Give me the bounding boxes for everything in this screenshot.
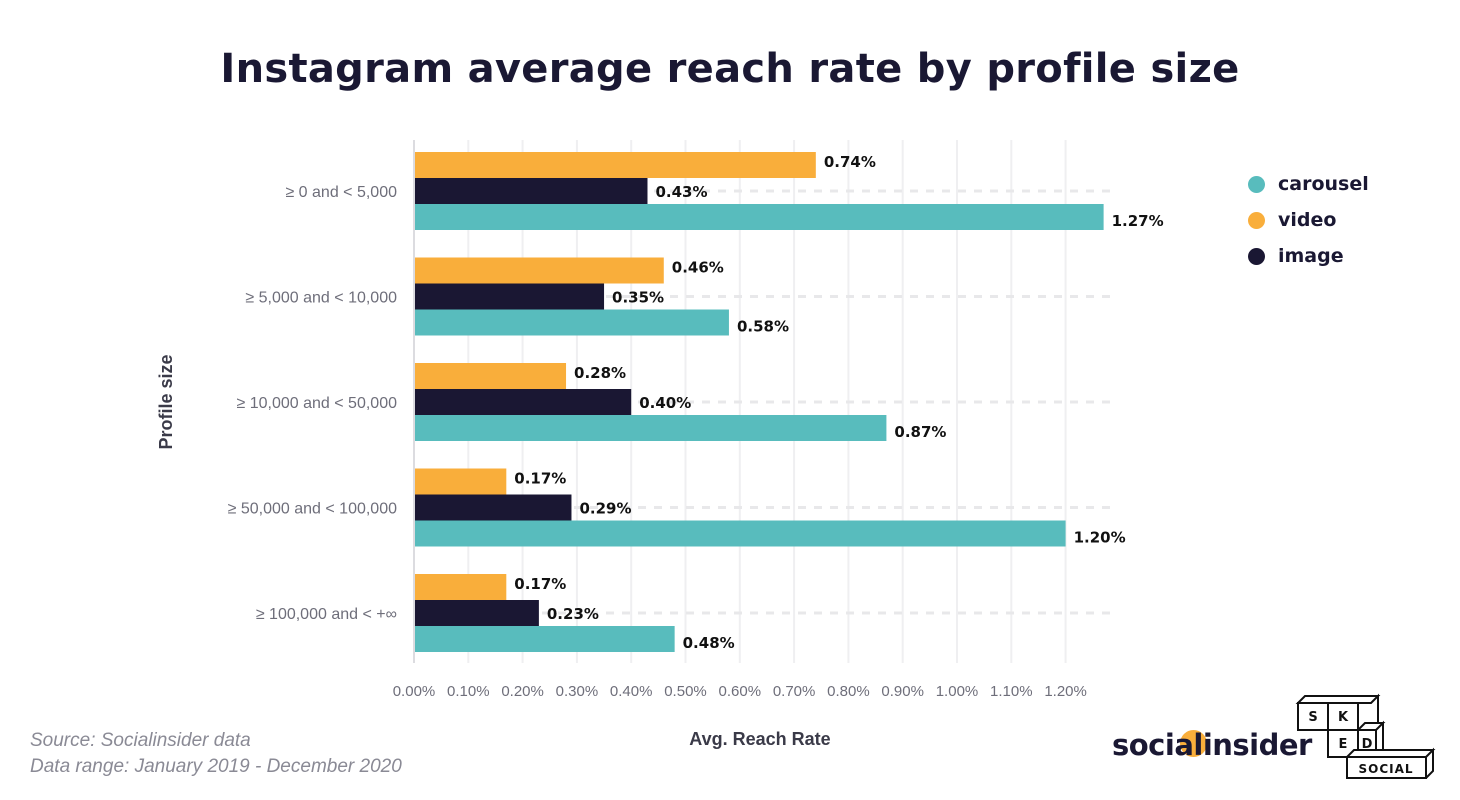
data-label-video: 0.17% [514,575,566,593]
x-tick-label: 0.70% [773,683,816,700]
sked-social-logo: S KE D SOCIAL [1295,693,1436,779]
bar-video [414,152,816,178]
y-axis-label: Profile size [156,354,176,449]
legend-dot-icon [1248,211,1265,229]
socialinsider-logo-dot [1180,730,1207,757]
bar-carousel [414,415,887,441]
x-tick-label: 0.80% [827,683,870,700]
y-tick-label: ≥ 5,000 and < 10,000 [245,290,397,307]
y-tick-label: ≥ 50,000 and < 100,000 [228,501,397,518]
legend-item-carousel: carousel [1248,166,1369,202]
y-tick-label: ≥ 100,000 and < +∞ [256,606,397,623]
bar-video [414,257,664,284]
legend-dot-icon [1248,247,1265,265]
x-tick-label: 0.90% [881,683,924,700]
x-tick-label: 0.60% [719,683,762,700]
x-tick-label: 0.50% [664,683,707,700]
y-tick-label: ≥ 0 and < 5,000 [285,184,397,201]
y-tick-label: ≥ 10,000 and < 50,000 [237,395,398,412]
x-tick-label: 0.00% [393,683,436,700]
data-label-video: 0.74% [824,153,876,171]
data-label-image: 0.43% [655,183,707,201]
legend-dot-icon [1248,175,1265,193]
bar-image [414,178,648,204]
bar-video [414,363,567,389]
bar-carousel [414,626,675,652]
source-note: Source: Socialinsider data [30,730,251,751]
svg-text:D: D [1362,737,1373,752]
data-label-carousel: 1.20% [1074,529,1126,547]
x-tick-label: 0.10% [447,683,490,700]
x-tick-label: 0.20% [501,683,544,700]
chart-title: Instagram average reach rate by profile … [220,46,1240,92]
x-tick-label: 1.00% [936,683,979,700]
data-label-carousel: 0.48% [683,634,735,652]
bar-video [414,574,507,600]
bar-carousel [414,309,729,336]
data-label-carousel: 0.58% [737,318,789,336]
x-axis-label: Avg. Reach Rate [689,729,830,749]
data-label-carousel: 1.27% [1112,212,1164,230]
x-tick-label: 0.30% [556,683,599,700]
data-label-video: 0.17% [514,470,566,488]
legend-item-video: video [1248,202,1369,238]
legend-label: image [1278,245,1344,267]
legend: carousel video image [1248,166,1369,274]
bar-image [414,283,605,310]
data-label-image: 0.29% [579,500,631,518]
data-label-video: 0.46% [672,259,724,277]
data-label-image: 0.35% [612,289,664,307]
legend-item-image: image [1248,238,1369,274]
x-tick-label: 1.10% [990,683,1033,700]
date-range-note: Data range: January 2019 - December 2020 [30,756,402,777]
data-label-video: 0.28% [574,364,626,382]
bar-image [414,389,632,415]
legend-label: carousel [1278,173,1369,195]
bar-image [414,494,572,521]
bar-image [414,600,539,626]
socialinsider-logo: socialinsider [1112,728,1312,762]
bar-video [414,468,507,495]
svg-text:S: S [1308,710,1317,725]
bar-carousel [414,204,1104,230]
x-tick-label: 0.40% [610,683,653,700]
legend-label: video [1278,209,1337,231]
svg-text:SOCIAL: SOCIAL [1358,762,1413,776]
data-label-carousel: 0.87% [894,423,946,441]
bar-carousel [414,520,1066,547]
svg-text:K: K [1338,710,1349,725]
svg-text:E: E [1339,737,1348,752]
x-tick-label: 1.20% [1044,683,1087,700]
data-label-image: 0.23% [547,605,599,623]
data-label-image: 0.40% [639,394,691,412]
